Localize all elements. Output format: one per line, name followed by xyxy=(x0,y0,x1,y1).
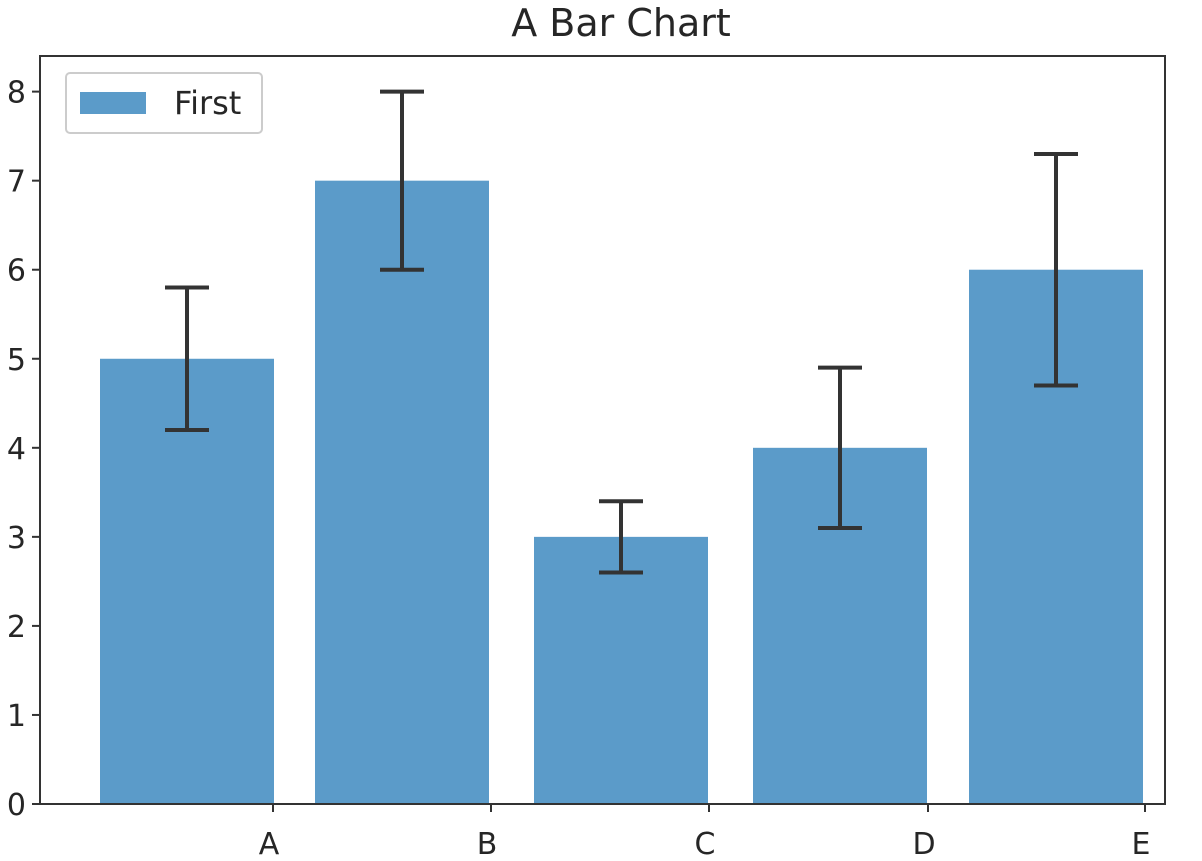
chart-title: A Bar Chart xyxy=(511,1,731,45)
legend: First xyxy=(65,72,263,134)
error-bar-d xyxy=(818,365,862,530)
plot-frame xyxy=(39,55,1166,805)
error-bar-a xyxy=(165,285,209,432)
x-tick-label-e: E xyxy=(1132,827,1151,861)
error-bars-layer xyxy=(165,89,1078,575)
y-tick-label: 4 xyxy=(7,432,26,467)
axes-layer: 0 1 2 3 4 5 6 7 8 A B C D E xyxy=(7,55,1166,861)
y-tick-label: 3 xyxy=(7,521,26,556)
y-tick-label: 0 xyxy=(7,788,26,823)
y-tick-label: 1 xyxy=(7,699,26,734)
y-tick-label: 8 xyxy=(7,76,26,111)
legend-label: First xyxy=(174,84,241,122)
error-bar-e xyxy=(1034,151,1078,388)
legend-swatch xyxy=(80,92,146,114)
x-tick-label-d: D xyxy=(912,827,935,861)
bar-c xyxy=(534,536,708,804)
y-tick-label: 5 xyxy=(7,343,26,378)
y-tick-label: 6 xyxy=(7,254,26,289)
y-tick-label: 2 xyxy=(7,610,26,645)
bars-layer xyxy=(100,180,1143,804)
bar-a xyxy=(100,358,274,804)
legend-frame xyxy=(65,72,263,134)
error-bar-b xyxy=(380,89,424,272)
y-tick-label: 7 xyxy=(7,165,26,200)
x-tick-label-b: B xyxy=(477,827,498,861)
bar-b xyxy=(315,180,489,804)
x-tick-label-c: C xyxy=(695,827,716,861)
x-tick-label-a: A xyxy=(259,827,280,861)
error-bar-c xyxy=(599,499,643,575)
